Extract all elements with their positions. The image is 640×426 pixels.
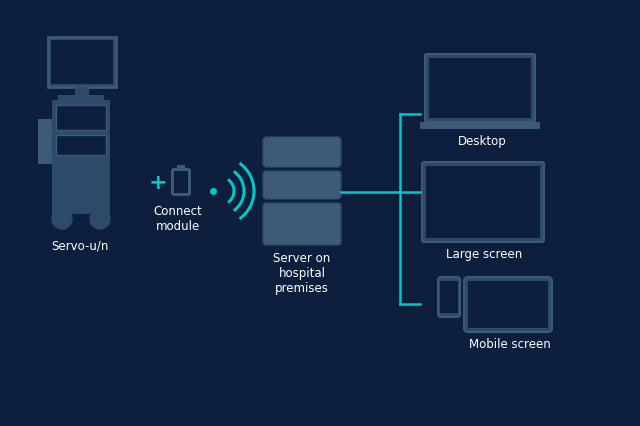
FancyBboxPatch shape bbox=[263, 138, 341, 167]
Text: Servo-u/n: Servo-u/n bbox=[51, 239, 109, 253]
FancyBboxPatch shape bbox=[440, 281, 458, 313]
FancyBboxPatch shape bbox=[429, 59, 531, 119]
FancyBboxPatch shape bbox=[52, 101, 110, 208]
FancyBboxPatch shape bbox=[75, 88, 89, 98]
FancyBboxPatch shape bbox=[174, 172, 188, 193]
FancyBboxPatch shape bbox=[52, 204, 110, 215]
FancyBboxPatch shape bbox=[438, 277, 460, 317]
FancyBboxPatch shape bbox=[263, 204, 341, 245]
FancyBboxPatch shape bbox=[56, 136, 106, 155]
FancyBboxPatch shape bbox=[468, 281, 548, 328]
FancyBboxPatch shape bbox=[58, 96, 104, 101]
Text: Server on
hospital
premises: Server on hospital premises bbox=[273, 251, 331, 294]
Text: Desktop: Desktop bbox=[458, 135, 506, 148]
FancyBboxPatch shape bbox=[422, 163, 544, 242]
FancyBboxPatch shape bbox=[56, 106, 106, 131]
FancyBboxPatch shape bbox=[425, 55, 535, 123]
FancyBboxPatch shape bbox=[420, 123, 540, 130]
Text: +: + bbox=[148, 173, 167, 193]
Text: Connect
module: Connect module bbox=[154, 204, 202, 233]
FancyBboxPatch shape bbox=[51, 41, 113, 85]
FancyBboxPatch shape bbox=[464, 277, 552, 332]
Text: Mobile screen: Mobile screen bbox=[469, 337, 551, 350]
FancyBboxPatch shape bbox=[177, 166, 185, 170]
FancyBboxPatch shape bbox=[426, 167, 540, 239]
FancyBboxPatch shape bbox=[263, 172, 341, 199]
Circle shape bbox=[90, 210, 110, 230]
Text: Large screen: Large screen bbox=[446, 248, 522, 260]
Circle shape bbox=[52, 210, 72, 230]
FancyBboxPatch shape bbox=[172, 170, 190, 196]
FancyBboxPatch shape bbox=[38, 120, 52, 164]
FancyBboxPatch shape bbox=[48, 38, 116, 88]
